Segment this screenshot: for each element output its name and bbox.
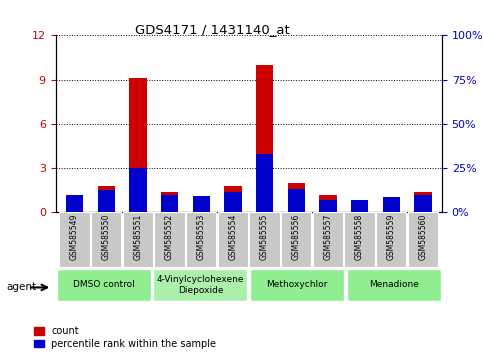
Bar [154,269,247,301]
Bar [66,195,83,212]
Text: GSM585552: GSM585552 [165,214,174,260]
Text: GSM585553: GSM585553 [197,214,206,261]
Bar [408,212,438,267]
Bar [250,269,344,301]
Text: GSM585554: GSM585554 [228,214,238,261]
Bar [319,200,337,212]
Legend: count, percentile rank within the sample: count, percentile rank within the sample [34,326,216,349]
Text: agent: agent [6,282,36,292]
Text: GSM585551: GSM585551 [133,214,142,260]
Bar [313,212,343,267]
Text: 4-Vinylcyclohexene
Diepoxide: 4-Vinylcyclohexene Diepoxide [156,275,244,295]
Text: GSM585550: GSM585550 [102,214,111,261]
Bar [383,198,400,212]
Bar [129,168,147,212]
Bar [281,212,312,267]
Text: GSM585556: GSM585556 [292,214,301,261]
Bar [91,212,121,267]
Bar [249,212,280,267]
Text: Methoxychlor: Methoxychlor [266,280,328,290]
Bar [129,78,147,212]
Text: GSM585549: GSM585549 [70,214,79,261]
Text: GSM585558: GSM585558 [355,214,364,260]
Bar [161,195,178,212]
Bar [59,212,90,267]
Bar [193,201,210,212]
Text: GSM585559: GSM585559 [387,214,396,261]
Bar [155,212,185,267]
Text: DMSO control: DMSO control [73,280,135,290]
Text: GSM585560: GSM585560 [418,214,427,261]
Text: GSM585555: GSM585555 [260,214,269,261]
Bar [66,198,83,212]
Text: GSM585557: GSM585557 [324,214,332,261]
Bar [347,269,440,301]
Bar [344,212,375,267]
Bar [98,190,115,212]
Bar [376,212,407,267]
Bar [256,65,273,212]
Bar [123,212,153,267]
Bar [287,183,305,212]
Bar [319,195,337,212]
Bar [224,192,242,212]
Bar [224,186,242,212]
Bar [414,192,432,212]
Bar [414,195,432,212]
Bar [351,200,369,212]
Bar [218,212,248,267]
Text: GDS4171 / 1431140_at: GDS4171 / 1431140_at [135,23,290,36]
Text: Menadione: Menadione [369,280,419,290]
Bar [57,269,151,301]
Bar [193,196,210,212]
Bar [186,212,216,267]
Bar [98,186,115,212]
Bar [287,189,305,212]
Bar [256,154,273,212]
Bar [383,205,400,212]
Bar [351,201,369,212]
Bar [161,192,178,212]
